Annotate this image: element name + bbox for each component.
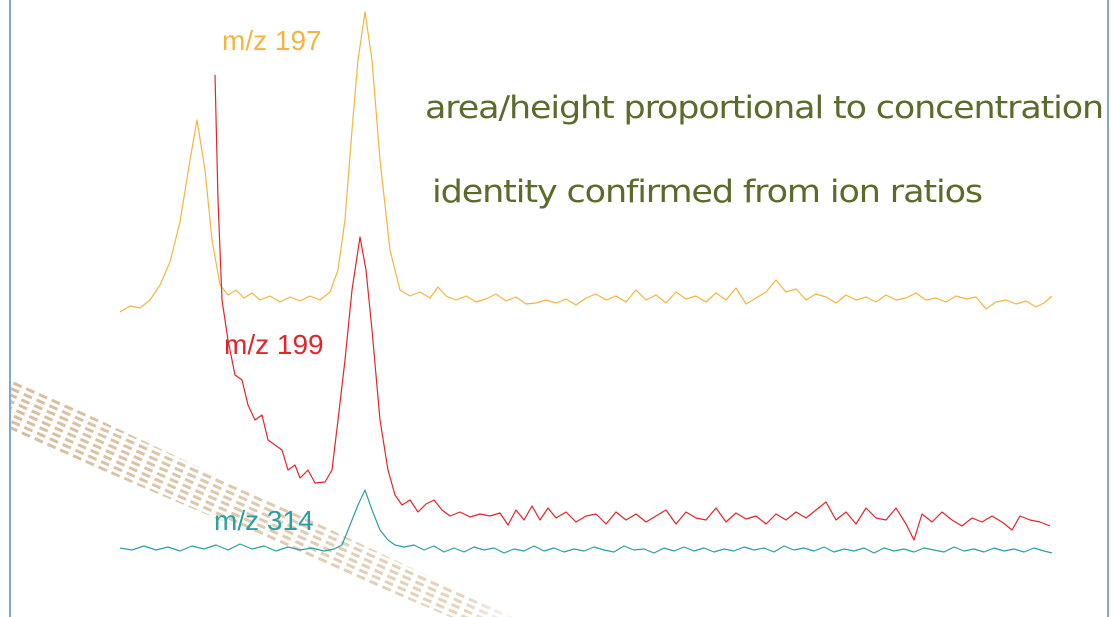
slide: m/z 197 m/z 199 m/z 314 area/height prop…	[0, 0, 1111, 617]
note: area/height proportional to concentratio…	[425, 90, 1103, 126]
page: {"traces": [{"label": "m/z 197"}, {"labe…	[0, 0, 1111, 617]
note: identity confirmed from ion ratios	[432, 174, 982, 210]
trace-label: m/z 314	[214, 505, 314, 536]
trace-label: m/z 199	[224, 329, 324, 360]
trace-label: m/z 197	[222, 25, 322, 56]
